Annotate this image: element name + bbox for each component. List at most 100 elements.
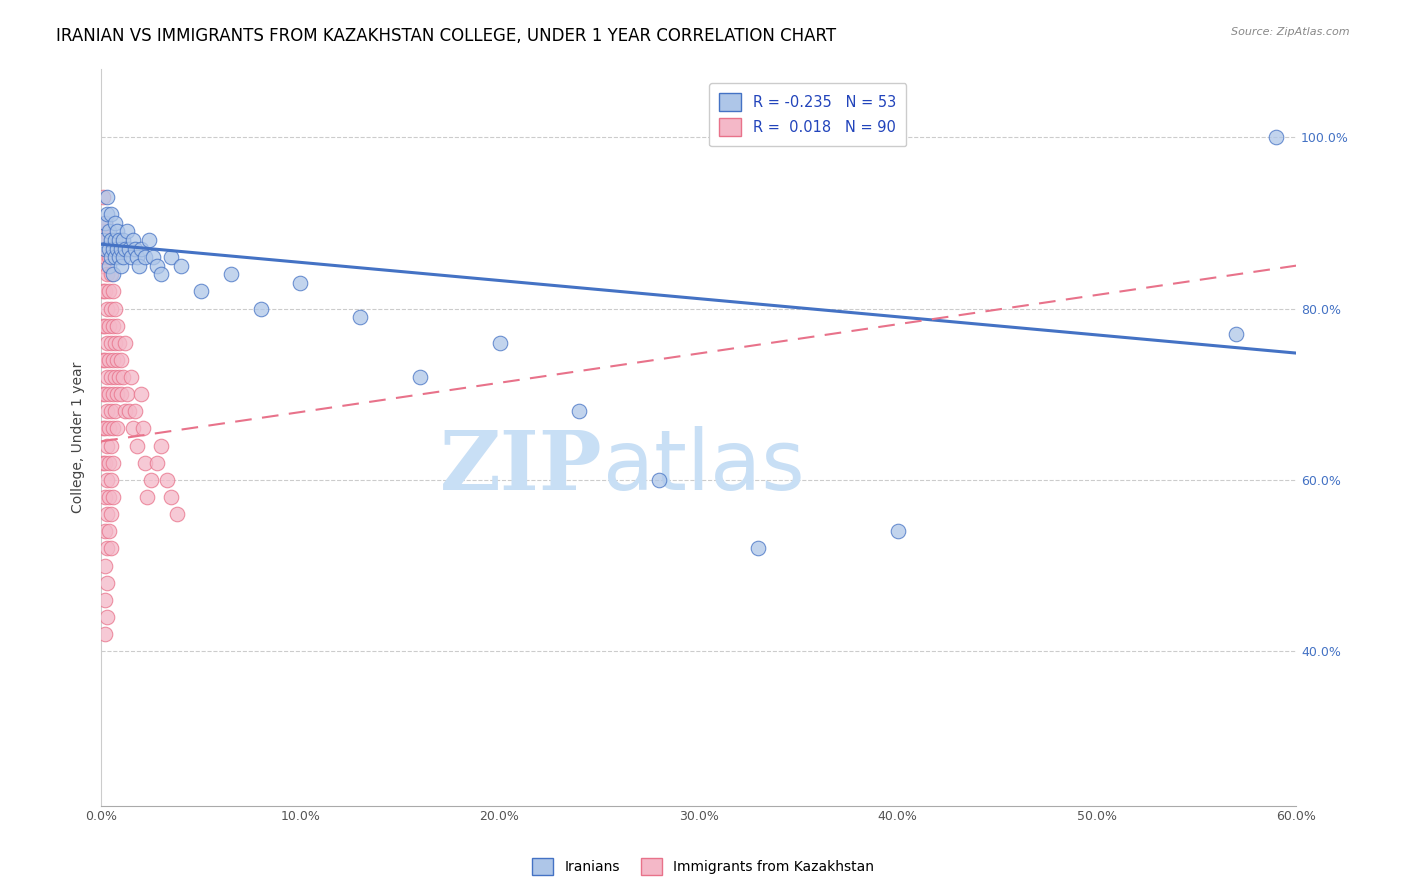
Text: atlas: atlas [603,426,804,507]
Point [96,190,118,204]
Point [94,242,117,256]
Point [96,233,118,247]
Point [96,370,118,384]
Point [104,216,127,230]
Point [91,233,114,247]
Point [91,190,114,204]
Point [98,285,121,299]
Point [100,233,122,247]
Point [94,353,117,368]
Point [104,404,127,418]
Point [112,233,135,247]
Point [105,318,128,333]
Point [94,285,117,299]
Point [108,370,131,384]
Point [100,301,122,316]
Point [166,507,188,521]
Point [100,473,122,487]
Y-axis label: College, Under 1 year: College, Under 1 year [72,361,86,513]
Point [96,507,118,521]
Point [101,353,124,368]
Point [100,404,122,418]
Point [100,507,122,521]
Point [91,318,114,333]
Point [94,456,117,470]
Point [349,310,371,324]
Point [101,456,124,470]
Point [114,242,136,256]
Point [98,421,121,435]
Point [100,335,122,350]
Point [98,224,121,238]
Point [101,267,124,281]
Point [1225,327,1247,342]
Point [91,421,114,435]
Point [110,259,132,273]
Point [96,439,118,453]
Point [110,387,132,401]
Point [96,404,118,418]
Text: IRANIAN VS IMMIGRANTS FROM KAZAKHSTAN COLLEGE, UNDER 1 YEAR CORRELATION CHART: IRANIAN VS IMMIGRANTS FROM KAZAKHSTAN CO… [56,27,837,45]
Point [118,404,141,418]
Point [170,259,193,273]
Point [290,276,312,290]
Point [112,250,135,264]
Point [114,335,136,350]
Point [96,335,118,350]
Point [96,301,118,316]
Point [160,250,183,264]
Point [91,353,114,368]
Point [156,473,179,487]
Point [105,421,128,435]
Point [98,250,121,264]
Point [94,593,117,607]
Point [142,250,165,264]
Point [96,575,118,590]
Point [100,207,122,221]
Point [134,456,156,470]
Point [101,318,124,333]
Point [100,370,122,384]
Point [118,242,141,256]
Point [104,250,127,264]
Point [104,301,127,316]
Point [96,473,118,487]
Point [94,421,117,435]
Point [98,353,121,368]
Point [112,370,135,384]
Point [122,421,145,435]
Point [94,558,117,573]
Point [110,242,132,256]
Point [219,267,242,281]
Legend: Iranians, Immigrants from Kazakhstan: Iranians, Immigrants from Kazakhstan [527,853,879,880]
Point [94,524,117,539]
Point [138,233,160,247]
Point [125,250,148,264]
Point [98,456,121,470]
Point [96,610,118,624]
Point [139,473,162,487]
Point [129,387,152,401]
Point [91,259,114,273]
Point [94,216,117,230]
Point [136,490,159,504]
Point [101,490,124,504]
Point [132,421,155,435]
Point [96,207,118,221]
Point [190,285,212,299]
Point [122,233,145,247]
Point [105,242,128,256]
Point [104,370,127,384]
Point [104,233,127,247]
Point [100,267,122,281]
Point [98,242,121,256]
Point [96,541,118,556]
Legend: R = -0.235   N = 53, R =  0.018   N = 90: R = -0.235 N = 53, R = 0.018 N = 90 [709,83,907,146]
Point [108,250,131,264]
Point [146,456,169,470]
Point [129,242,152,256]
Point [134,250,156,264]
Point [101,421,124,435]
Point [94,250,117,264]
Point [100,250,122,264]
